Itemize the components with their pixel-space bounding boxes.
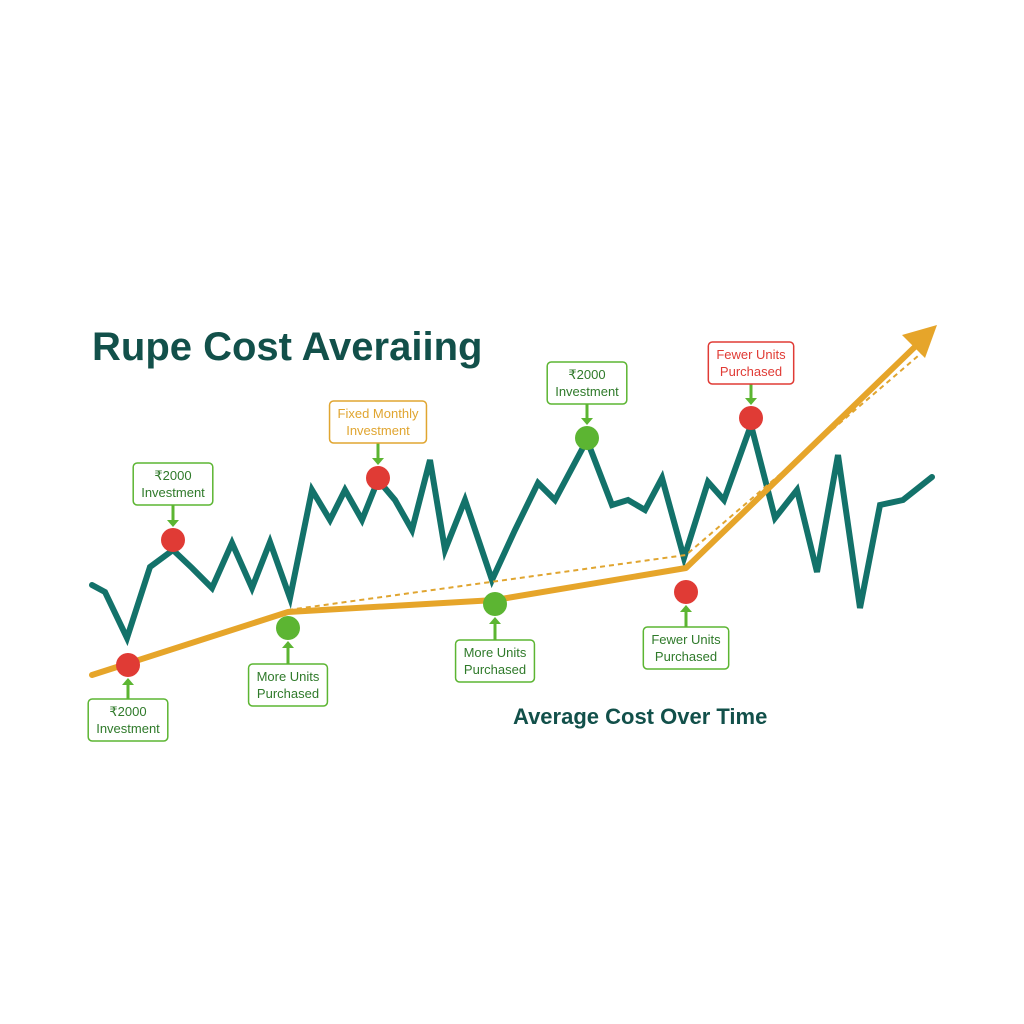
annotation: ₹2000 Investment bbox=[87, 653, 169, 742]
arrowhead bbox=[581, 418, 593, 425]
average-cost-arrowhead bbox=[902, 325, 937, 358]
annotation: Fewer Units Purchased bbox=[707, 341, 795, 430]
title: Rupe Cost Averaiing bbox=[92, 325, 482, 369]
annotation-text: Purchased bbox=[720, 364, 782, 379]
arrowhead bbox=[167, 520, 179, 527]
annotation: Fewer Units Purchased bbox=[642, 580, 730, 670]
annotation-text: Purchased bbox=[464, 662, 526, 677]
marker-dot bbox=[674, 580, 698, 604]
annotation: ₹2000 Investment bbox=[132, 462, 214, 552]
annotation-text: Investment bbox=[141, 485, 205, 500]
arrowhead bbox=[282, 641, 294, 648]
arrowhead bbox=[489, 617, 501, 624]
annotation-text: Fewer Units bbox=[651, 632, 721, 647]
marker-dot bbox=[116, 653, 140, 677]
annotation-box bbox=[247, 663, 329, 707]
annotation-text: Fewer Units bbox=[716, 347, 786, 362]
annotation-text: ₹2000 bbox=[154, 468, 191, 483]
annotation-box bbox=[132, 462, 214, 506]
annotation-text: More Units bbox=[257, 669, 320, 684]
caption: Average Cost Over Time bbox=[513, 704, 767, 729]
marker-dot bbox=[739, 406, 763, 430]
annotation-text: ₹2000 bbox=[568, 367, 605, 382]
arrowhead bbox=[372, 458, 384, 465]
marker-dot bbox=[276, 616, 300, 640]
annotation-text: Investment bbox=[96, 721, 160, 736]
annotation-box bbox=[87, 698, 169, 742]
annotation-box bbox=[546, 361, 628, 405]
annotation-text: ₹2000 bbox=[109, 704, 146, 719]
annotation-text: Fixed Monthly bbox=[338, 406, 419, 421]
arrowhead bbox=[122, 678, 134, 685]
annotation: ₹2000 Investment bbox=[546, 361, 628, 450]
arrowhead bbox=[680, 605, 692, 612]
annotation-box bbox=[707, 341, 795, 385]
annotation-text: Investment bbox=[555, 384, 619, 399]
annotation-text: Investment bbox=[346, 423, 410, 438]
marker-dot bbox=[161, 528, 185, 552]
annotation: Fixed Monthly Investment bbox=[328, 400, 428, 490]
annotation-box bbox=[328, 400, 428, 444]
marker-dot bbox=[366, 466, 390, 490]
annotation: More Units Purchased bbox=[454, 592, 536, 683]
annotation-text: Purchased bbox=[655, 649, 717, 664]
annotation: More Units Purchased bbox=[247, 616, 329, 707]
annotation-box bbox=[454, 639, 536, 683]
arrowhead bbox=[745, 398, 757, 405]
marker-dot bbox=[483, 592, 507, 616]
annotation-box bbox=[642, 626, 730, 670]
marker-dot bbox=[575, 426, 599, 450]
annotation-text: Purchased bbox=[257, 686, 319, 701]
annotation-text: More Units bbox=[464, 645, 527, 660]
price-line bbox=[89, 414, 935, 647]
